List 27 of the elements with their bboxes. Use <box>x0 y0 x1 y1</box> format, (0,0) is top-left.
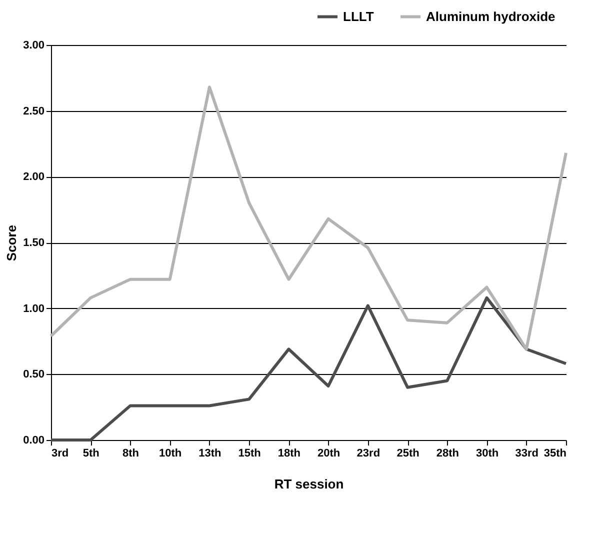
y-tick-label: 0.00 <box>23 434 44 446</box>
x-tick-label: 25th <box>396 448 420 460</box>
y-tick-label: 1.50 <box>23 237 44 249</box>
x-tick-label: 35th <box>544 448 567 460</box>
x-tick-label: 30th <box>476 448 499 460</box>
line-series <box>50 86 568 351</box>
x-tick-label: 5th <box>82 448 100 460</box>
x-tick-label: 23rd <box>356 448 380 460</box>
x-tick-label: 13th <box>198 448 222 460</box>
legend-label: LLLT <box>343 8 374 24</box>
y-tick-label: 2.50 <box>23 105 44 118</box>
x-tick-label: 10th <box>159 448 182 460</box>
x-tick-label: 28th <box>436 448 460 460</box>
x-tick-label: 3rd <box>52 448 69 460</box>
legend-label: Aluminum hydroxide <box>426 8 556 24</box>
y-tick-label: 3.00 <box>23 40 44 52</box>
x-tick-label: 8th <box>122 448 140 460</box>
x-axis-title: RT session <box>274 476 344 492</box>
x-tick-label: 20th <box>317 448 340 460</box>
x-tick-label: 18th <box>278 448 301 460</box>
line-series <box>50 296 568 442</box>
y-tick-label: 1.00 <box>23 302 44 315</box>
y-tick-label: 0.50 <box>23 368 44 381</box>
x-tick-label: 33rd <box>515 448 539 460</box>
y-axis-title: Score <box>4 224 20 262</box>
x-tick-label: 15th <box>238 448 262 460</box>
y-tick-label: 2.00 <box>23 171 44 184</box>
